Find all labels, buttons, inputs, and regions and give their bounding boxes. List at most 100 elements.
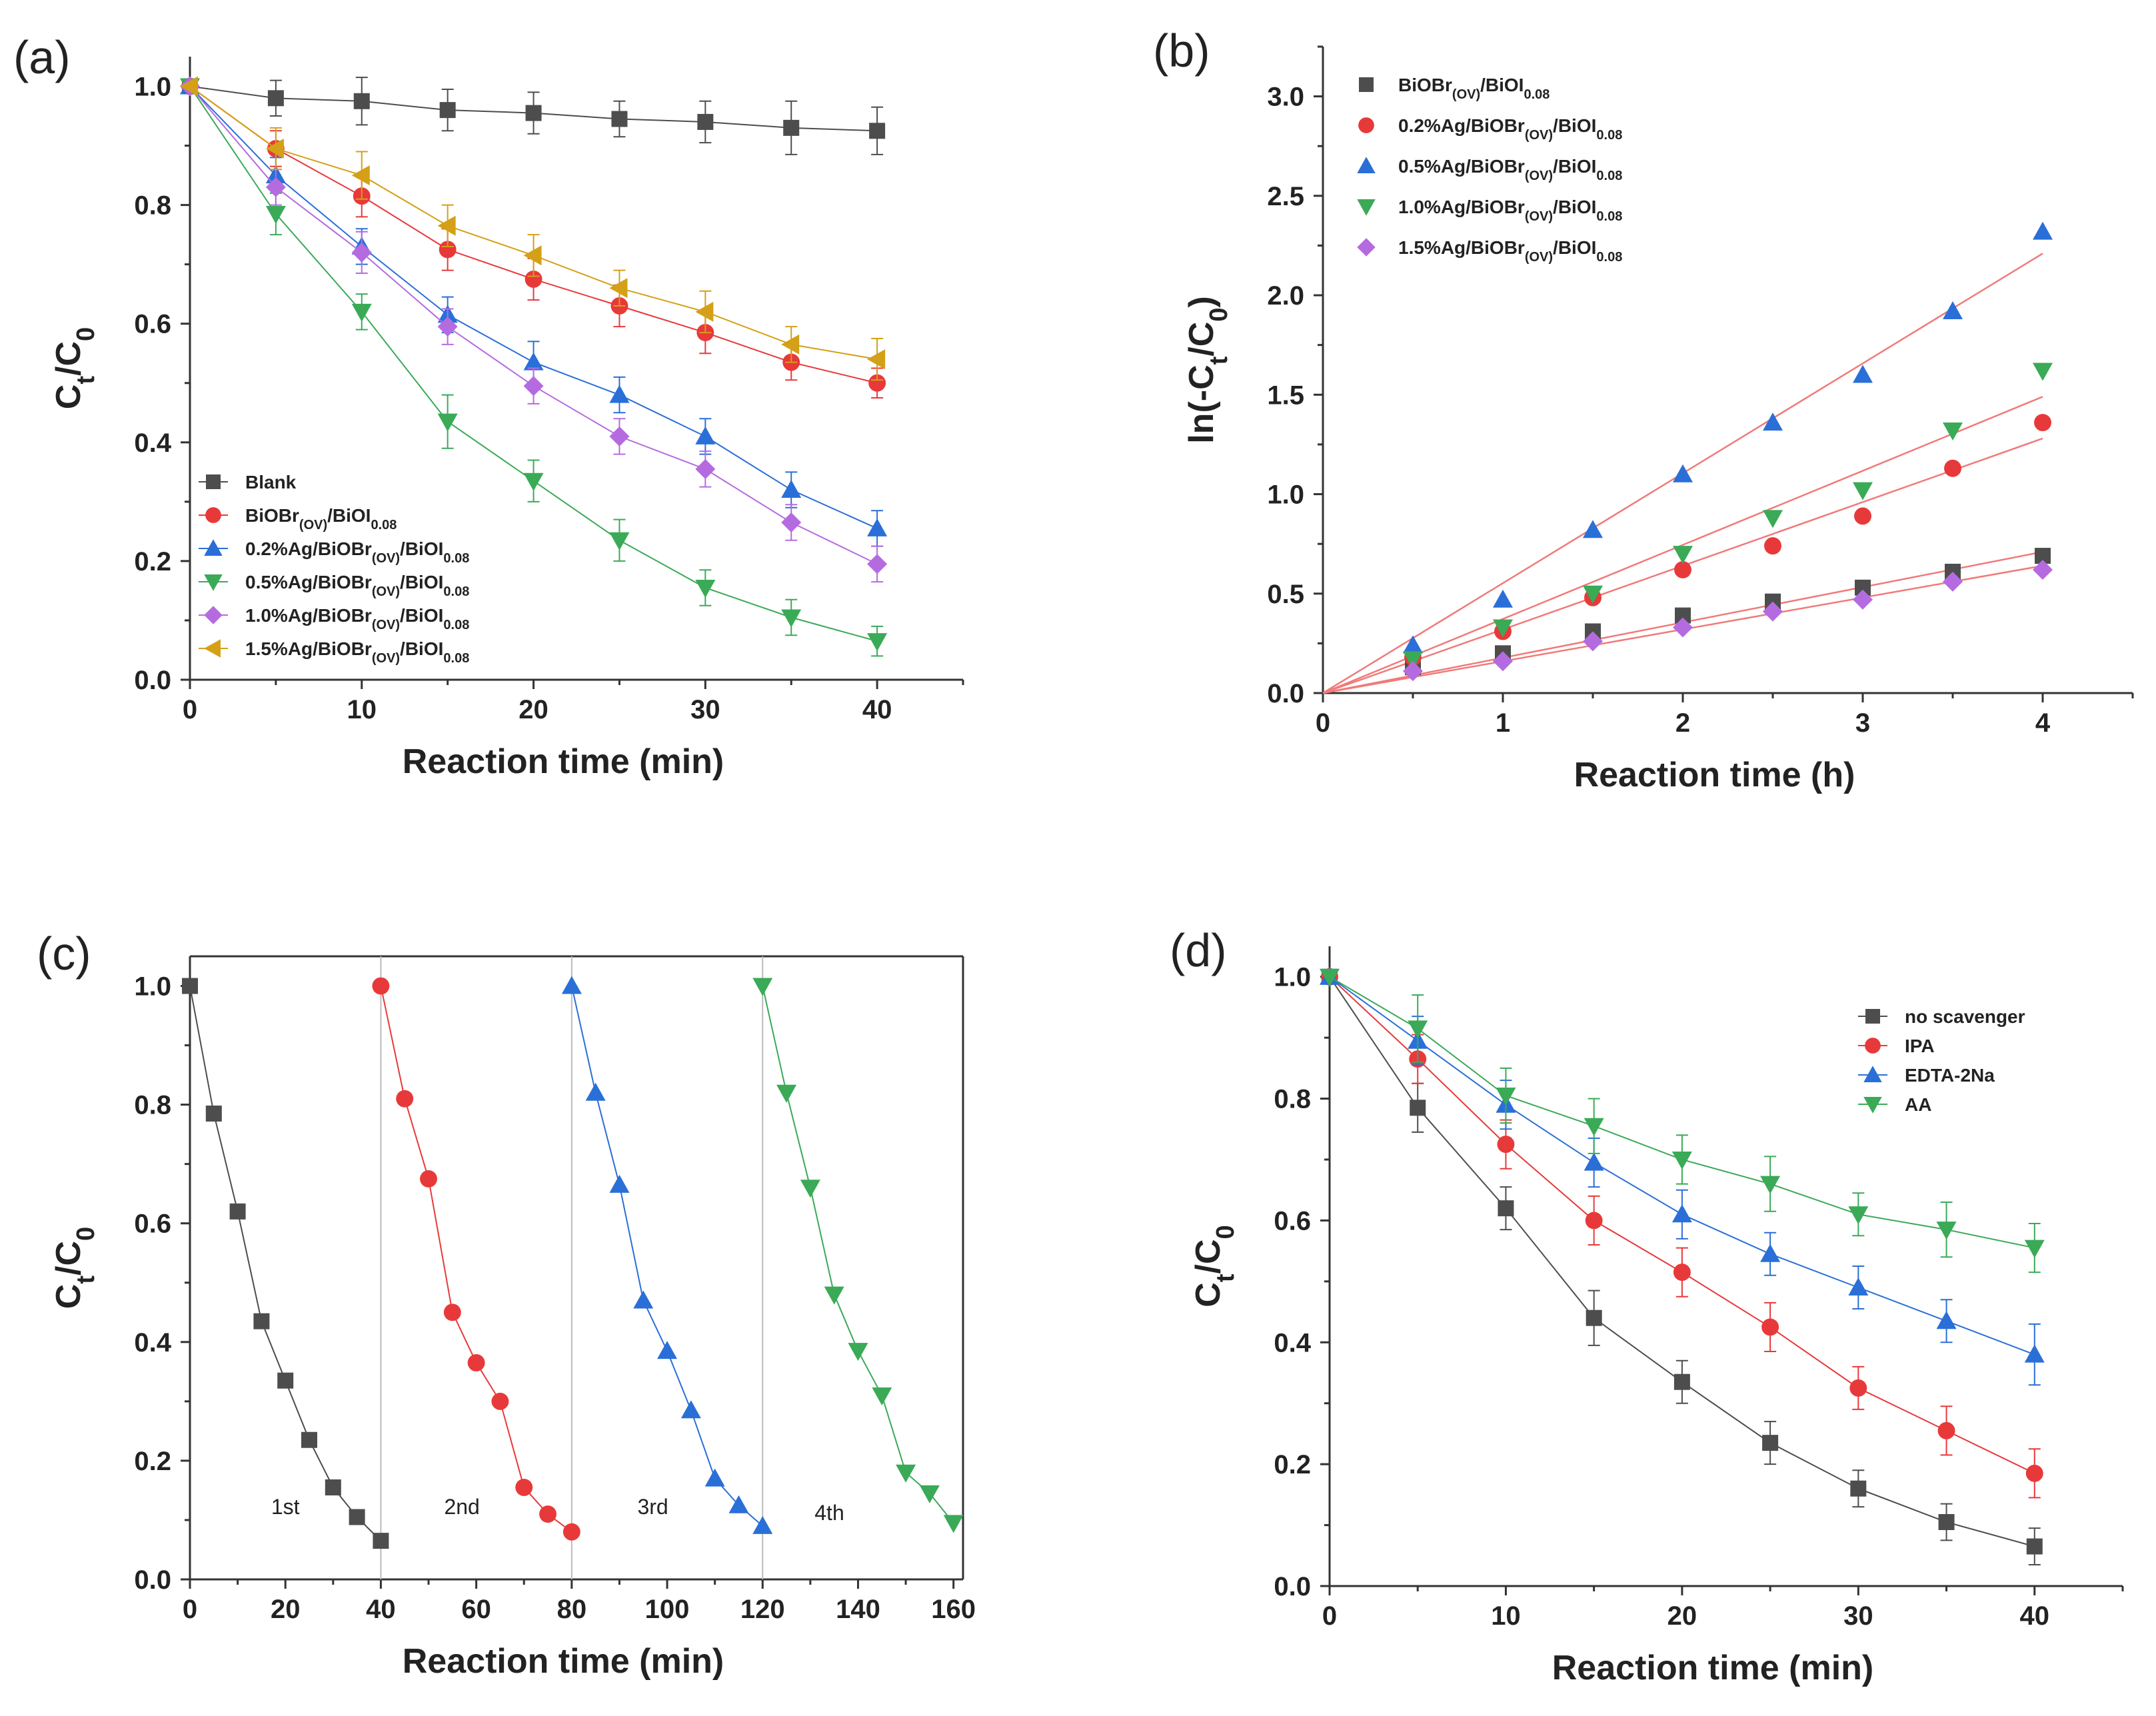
legend-marker — [204, 606, 223, 624]
legend-subscript: 0.08 — [443, 618, 469, 632]
legend-item: IPA — [1858, 1036, 1935, 1056]
data-point — [353, 93, 370, 109]
data-point — [2024, 1240, 2045, 1258]
y-tick-label: 0.2 — [134, 1447, 171, 1476]
data-point — [2033, 221, 2053, 240]
legend-text-part: no scavenger — [1905, 1006, 2025, 1027]
legend-marker — [1865, 1038, 1881, 1054]
legend-item: 1.5%Ag/BiOBr(OV)/BiOI0.08 — [1357, 237, 1622, 265]
data-point — [439, 241, 457, 259]
legend-item: Blank — [199, 472, 297, 492]
x-tick-label: 40 — [366, 1595, 396, 1624]
legend-marker — [1359, 77, 1374, 92]
y-tick-label: 0.0 — [134, 666, 171, 695]
y-axis-title-part: C — [49, 385, 88, 410]
data-point — [437, 413, 458, 432]
data-point — [781, 334, 800, 355]
y-tick-label: 0.6 — [134, 310, 171, 339]
y-axis-title: Ct/C0 — [49, 1227, 100, 1309]
series-triangle-down — [752, 978, 964, 1533]
data-point — [1584, 1118, 1604, 1136]
data-point — [752, 1515, 773, 1534]
panel-c: (c) 0 20 40 60 80 100 120 140 160 0.0 0.2 0.4 0.6 0.8 1… — [37, 928, 976, 1681]
y-axis-title-part: ln(-C — [1182, 365, 1221, 443]
data-point — [1848, 1278, 1869, 1295]
data-point — [848, 1343, 868, 1361]
data-point — [2033, 559, 2053, 580]
data-point — [2033, 363, 2053, 381]
data-point — [1493, 619, 1513, 638]
legend-text-part: 0.5%Ag/BiOBr — [245, 572, 372, 592]
data-point — [1762, 1435, 1779, 1451]
legend-text-part: 1.5%Ag/BiOBr — [245, 638, 372, 659]
x-axis-title: Reaction time (min) — [403, 1642, 724, 1681]
data-point — [420, 1170, 437, 1188]
legend-subscript: (OV) — [1452, 87, 1480, 102]
data-point — [1936, 1311, 1957, 1329]
data-point — [437, 317, 458, 337]
data-point — [896, 1464, 916, 1483]
legend-label: IPA — [1905, 1036, 1935, 1056]
data-point — [1853, 365, 1873, 383]
data-point — [1763, 413, 1783, 431]
legend-label: 1.5%Ag/BiOBr(OV)/BiOI0.08 — [1398, 237, 1622, 265]
panel-label: (c) — [37, 928, 91, 980]
y-tick-label: 0.6 — [1274, 1206, 1311, 1236]
cycle-label: 4th — [814, 1501, 844, 1525]
data-point — [1760, 1176, 1781, 1194]
series-square — [182, 978, 389, 1549]
x-tick-label: 1 — [1496, 708, 1510, 738]
legend-subscript: (OV) — [1525, 209, 1553, 224]
y-tick-label: 3.0 — [1267, 83, 1304, 112]
legend-label: Blank — [245, 472, 297, 492]
legend-marker — [206, 474, 221, 489]
panel-d: (d) 0 10 20 30 40 0.0 0.2 0.4 0.6 0.8 1.0 Reaction t… — [1170, 924, 2124, 1687]
data-point — [229, 1203, 246, 1220]
cycle-label: 2nd — [444, 1495, 479, 1519]
y-tick-label: 1.5 — [1267, 381, 1304, 410]
x-tick-label: 80 — [557, 1595, 587, 1624]
panel-a: (a) 0 10 20 30 40 0.0 0.2 0.4 0.6 0.8 1.0 Reaction t… — [13, 31, 964, 781]
x-tick-label: 10 — [1491, 1601, 1521, 1631]
series-BiOBr-OV-BiOI0-08 — [181, 77, 886, 399]
y-tick-label: 0.4 — [134, 429, 171, 458]
x-tick-label: 10 — [347, 695, 377, 724]
data-point — [1584, 1152, 1604, 1171]
data-point — [609, 385, 630, 403]
legend-marker — [204, 539, 223, 556]
data-point — [351, 303, 372, 322]
y-tick-label: 1.0 — [1267, 480, 1304, 510]
series-triangle-up — [561, 976, 773, 1534]
x-tick-label: 0 — [183, 695, 197, 724]
data-point — [1498, 1200, 1514, 1217]
legend-label: 0.5%Ag/BiOBr(OV)/BiOI0.08 — [1398, 156, 1622, 183]
legend-marker — [1357, 199, 1376, 216]
data-point — [1673, 546, 1693, 564]
legend-subscript: (OV) — [299, 518, 327, 532]
y-tick-label: 0.6 — [134, 1210, 171, 1239]
x-tick-label: 60 — [461, 1595, 491, 1624]
legend-subscript: 0.08 — [443, 551, 469, 566]
data-point — [325, 1479, 341, 1495]
data-point — [1585, 1212, 1603, 1230]
data-point — [695, 458, 716, 479]
data-point — [1849, 1379, 1867, 1397]
data-point — [783, 119, 800, 136]
data-point — [1403, 635, 1423, 654]
legend-label: AA — [1905, 1094, 1931, 1115]
legend-label: 1.0%Ag/BiOBr(OV)/BiOI0.08 — [245, 605, 469, 632]
x-tick-label: 100 — [645, 1595, 690, 1624]
y-axis-title-part: /C — [49, 1241, 88, 1276]
legend-text-part: /BiOI — [400, 638, 443, 659]
data-point — [919, 1485, 940, 1503]
x-tick-label: 160 — [931, 1595, 976, 1624]
data-point — [1850, 1480, 1867, 1497]
y-tick-label: 1.0 — [1274, 963, 1311, 992]
legend-text-part: /BiOI — [1553, 197, 1596, 217]
y-tick-label: 0.8 — [134, 191, 171, 221]
legend-text-part: /BiOI — [1553, 156, 1596, 177]
y-axis-title: ln(-Ct/C0) — [1182, 296, 1233, 444]
data-point — [752, 978, 773, 996]
data-point — [2034, 414, 2051, 432]
legend-subscript: 0.08 — [443, 651, 469, 666]
